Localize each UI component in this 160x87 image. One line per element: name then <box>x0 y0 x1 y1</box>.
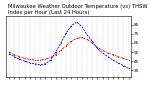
Text: Milwaukee Weather Outdoor Temperature (vs) THSW Index per Hour (Last 24 Hours): Milwaukee Weather Outdoor Temperature (v… <box>8 4 147 15</box>
